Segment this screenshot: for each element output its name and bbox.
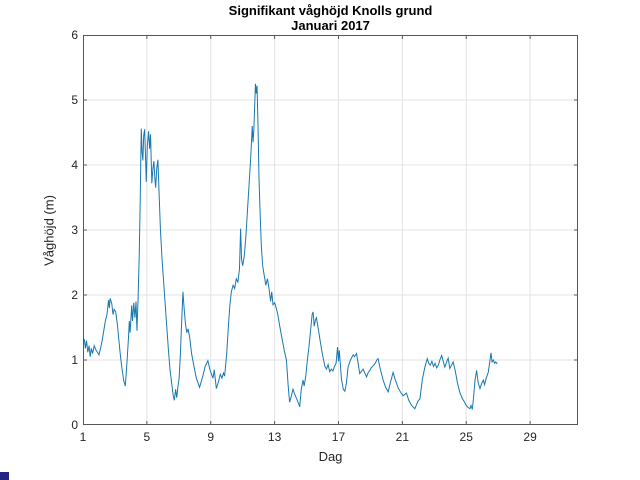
y-tick-label-2: 2 xyxy=(71,288,78,302)
wave-height-line-chart xyxy=(83,35,578,425)
x-tick-label-21: 21 xyxy=(395,430,410,444)
x-tick-label-17: 17 xyxy=(331,430,346,444)
plot-area xyxy=(83,35,578,425)
x-tick-label-9: 9 xyxy=(207,430,215,444)
chart-subtitle: Januari 2017 xyxy=(291,18,370,33)
y-axis-label: Våghöjd (m) xyxy=(41,195,57,266)
y-tick-label-6: 6 xyxy=(71,28,78,42)
x-tick-label-13: 13 xyxy=(267,430,282,444)
x-tick-label-29: 29 xyxy=(523,430,537,444)
y-tick-label-5: 5 xyxy=(71,93,78,107)
x-tick-label-5: 5 xyxy=(143,430,151,444)
screen-corner-fragment xyxy=(0,472,9,480)
chart-title-block: Signifikant våghöjd Knolls grund Januari… xyxy=(83,3,578,33)
chart-title: Signifikant våghöjd Knolls grund xyxy=(228,3,433,18)
y-tick-label-3: 3 xyxy=(71,223,78,237)
x-tick-label-1: 1 xyxy=(79,430,87,444)
x-axis-label: Dag xyxy=(318,449,343,464)
y-tick-label-4: 4 xyxy=(71,158,78,172)
y-tick-label-1: 1 xyxy=(71,353,78,367)
wave-height-series-line xyxy=(83,83,498,410)
y-tick-label-0: 0 xyxy=(71,418,78,432)
x-tick-label-25: 25 xyxy=(459,430,473,444)
